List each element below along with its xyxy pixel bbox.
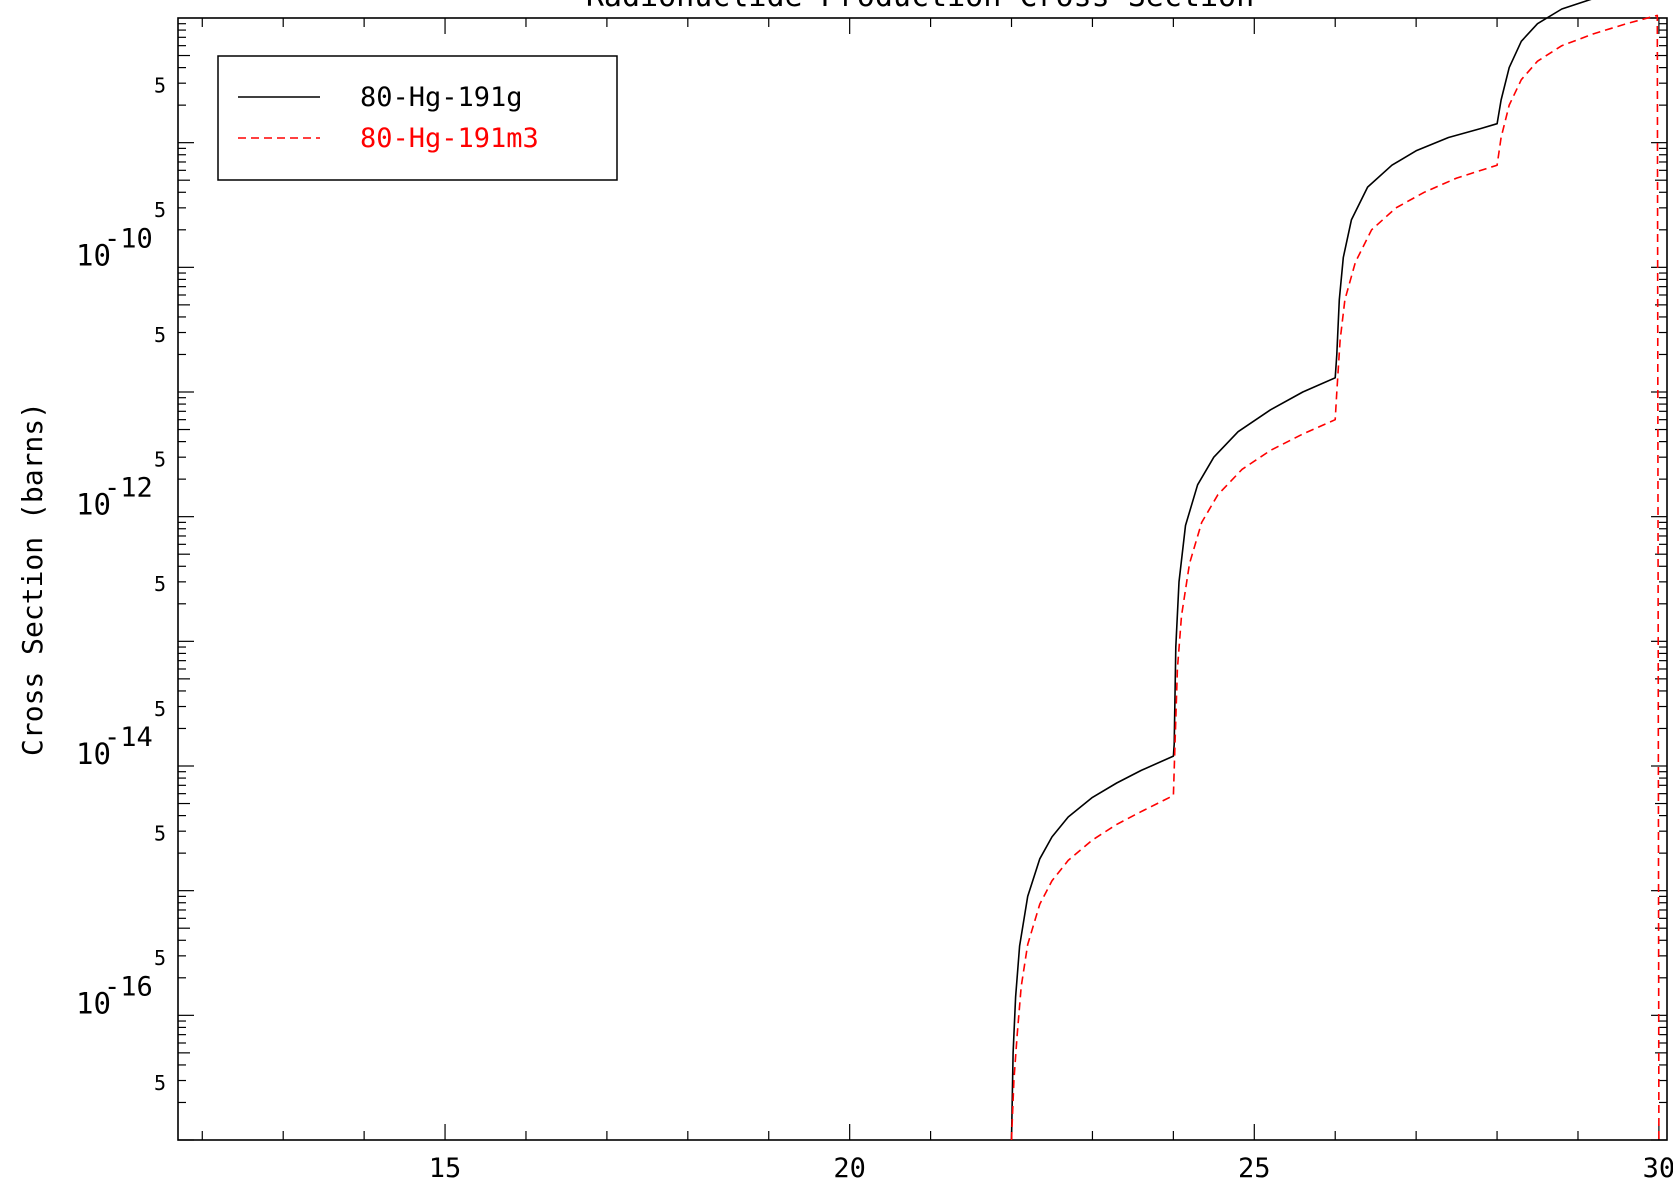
y-major-tick-base: 10 [76,488,111,522]
y-major-tick-exponent: -12 [104,473,153,504]
legend-box [217,55,618,181]
y-major-tick-base: 10 [76,986,111,1020]
y-major-tick-exponent: -14 [104,722,153,753]
y-five-tick-label: 5 [154,198,166,222]
legend: 80-Hg-191g 80-Hg-191m3 [217,55,618,181]
y-major-tick-base: 10 [76,238,111,272]
y-axis-label: Cross Section (barns) [16,402,49,756]
y-major-tick-exponent: -10 [104,223,153,254]
y-five-tick-label: 5 [154,946,166,970]
y-five-tick-label: 5 [154,572,166,596]
x-axis: 15 20 25 30 [201,18,1673,1184]
y-five-tick-label: 5 [154,1071,166,1095]
legend-label-80-hg-191m3: 80-Hg-191m3 [360,123,539,154]
x-tick-label: 15 [429,1153,462,1184]
y-five-tick-label: 5 [154,323,166,347]
plot-frame [177,17,1668,1141]
legend-label-80-hg-191g: 80-Hg-191g [360,82,523,113]
y-five-tick-label: 5 [154,74,166,98]
x-tick-label: 30 [1643,1153,1673,1184]
y-major-tick-exponent: -16 [104,971,153,1002]
y-major-tick-base: 10 [76,737,111,771]
y-five-tick-label: 5 [154,822,166,846]
y-five-tick-label: 5 [154,448,166,472]
series-line-80-hg-191m3 [1010,14,1660,1141]
series-lines [1010,0,1660,1141]
x-tick-label: 20 [833,1153,866,1184]
chart-title: Radionuclide Production Cross Section [586,0,1254,14]
y-five-tick-label: 5 [154,697,166,721]
series-line-80-hg-191g [1010,0,1592,1141]
x-tick-label: 25 [1238,1153,1271,1184]
